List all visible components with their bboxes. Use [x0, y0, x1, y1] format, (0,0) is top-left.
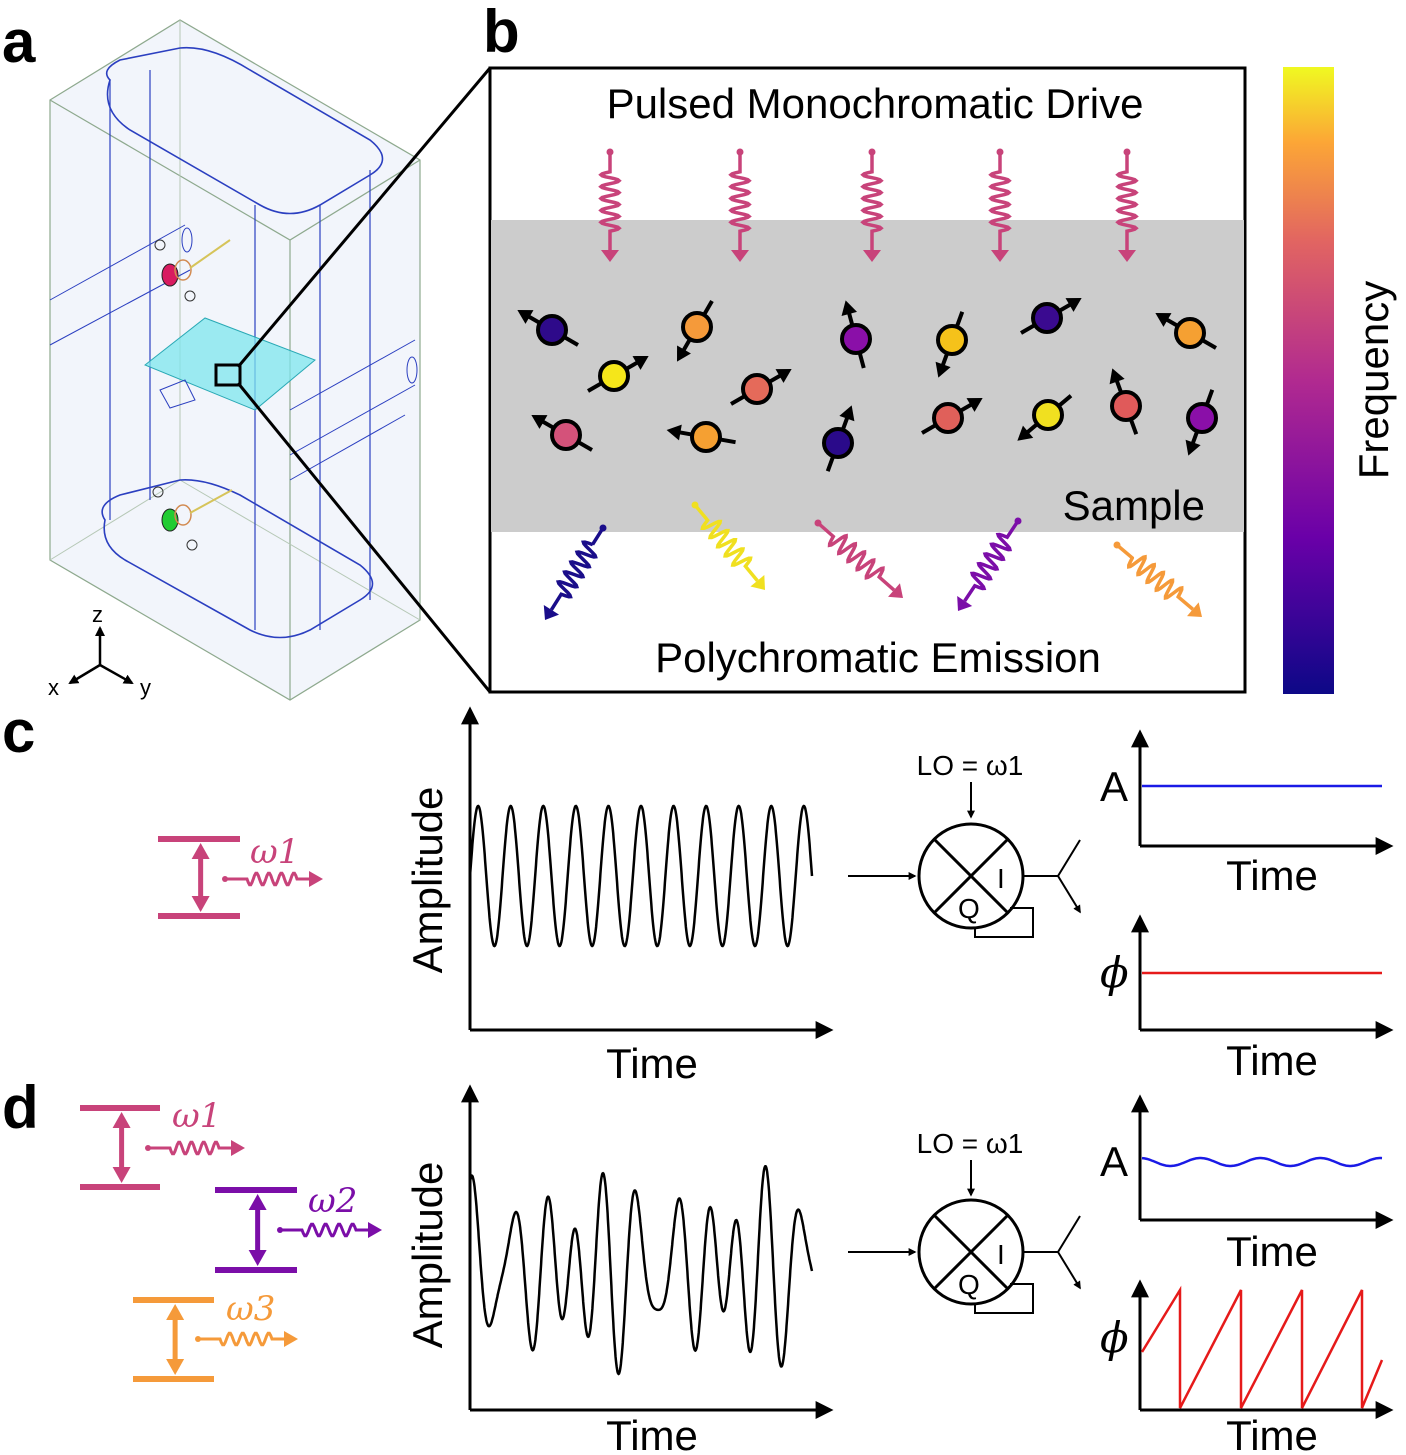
emission-photon [543, 524, 607, 620]
d-transition-label-1: ω1 [172, 1096, 221, 1136]
drive-photon [1115, 148, 1139, 262]
d-waveform [468, 1164, 814, 1376]
c-iq-q: Q [958, 893, 980, 924]
c-amp-xlabel: Time [1226, 852, 1318, 899]
spin [935, 311, 968, 378]
spin [666, 421, 736, 453]
d-amp-label: A [1100, 1138, 1128, 1185]
c-transition [158, 836, 323, 919]
zoom-line-top [236, 67, 492, 368]
d-ylabel: Amplitude [404, 1162, 451, 1349]
spin [587, 356, 649, 393]
d-iq-i: I [997, 1239, 1005, 1270]
d-transition-label-3: ω3 [226, 1289, 275, 1329]
zoom-line-bottom [236, 382, 492, 693]
spin [677, 300, 714, 362]
d-phase-trace [1140, 1285, 1384, 1409]
c-iq-i: I [997, 863, 1005, 894]
panel-label-b: b [483, 0, 520, 65]
d-transition-1 [80, 1105, 245, 1190]
spin [822, 405, 855, 472]
emission-photon [957, 517, 1022, 611]
c-xlabel: Time [606, 1040, 698, 1087]
drive-title: Pulsed Monochromatic Drive [607, 80, 1144, 127]
spin [1020, 298, 1082, 335]
spin [840, 300, 872, 369]
c-waveform [468, 804, 814, 948]
c-ylabel: Amplitude [404, 787, 451, 974]
drive-photons [598, 148, 1139, 262]
d-xlabel: Time [606, 1412, 698, 1455]
panel-label-d: d [2, 1074, 39, 1141]
spin [921, 398, 983, 435]
d-energy-levels [80, 1105, 382, 1382]
spin [517, 310, 579, 347]
cavity-3d-drawing [49, 19, 421, 701]
d-phase-label: ϕ [1100, 1313, 1129, 1362]
panel-label-a: a [2, 8, 36, 75]
colorbar-label: Frequency [1350, 281, 1397, 479]
spin [1155, 313, 1217, 350]
emission-photon [691, 501, 765, 590]
axes-triad [68, 626, 134, 685]
c-amp-label: A [1100, 763, 1128, 810]
panel-label-c: c [2, 698, 35, 765]
d-lo-label: LO = ω1 [917, 1128, 1024, 1159]
axis-y-label: y [140, 675, 151, 700]
axis-z-label: z [92, 602, 103, 627]
drive-photon [860, 148, 884, 262]
d-iq-mixer [848, 1160, 1080, 1314]
drive-photon [728, 148, 752, 262]
emission-photon [1113, 541, 1202, 617]
spin [1017, 394, 1073, 441]
spin [1109, 368, 1142, 435]
c-lo-label: LO = ω1 [917, 750, 1024, 781]
emission-label: Polychromatic Emission [655, 634, 1101, 681]
drive-photon [988, 148, 1012, 262]
c-iq-mixer [848, 782, 1080, 938]
axis-x-label: x [48, 675, 59, 700]
c-transition-label: ω1 [250, 832, 299, 872]
d-transition-2 [215, 1187, 382, 1273]
c-phase-label: ϕ [1100, 948, 1129, 997]
c-energy-levels [158, 836, 323, 919]
d-phase-xlabel: Time [1226, 1412, 1318, 1455]
d-transition-label-2: ω2 [308, 1181, 357, 1221]
drive-photon [598, 148, 622, 262]
d-iq-q: Q [958, 1269, 980, 1300]
sample-label: Sample [1063, 482, 1205, 529]
d-transition-3 [133, 1297, 298, 1382]
spin [1185, 389, 1218, 456]
frequency-colorbar [1283, 67, 1334, 694]
emission-photons [543, 501, 1202, 620]
spin [730, 369, 792, 406]
c-phase-xlabel: Time [1226, 1037, 1318, 1084]
spin-ensemble [517, 298, 1218, 472]
d-amp-trace [1141, 1156, 1383, 1168]
spin [531, 415, 593, 452]
d-amp-xlabel: Time [1226, 1228, 1318, 1275]
emission-photon [814, 519, 903, 598]
